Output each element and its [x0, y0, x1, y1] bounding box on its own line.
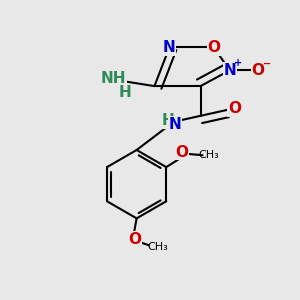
- Text: CH₃: CH₃: [147, 242, 168, 252]
- Text: NH: NH: [101, 71, 126, 86]
- Text: +: +: [234, 58, 242, 68]
- Text: −: −: [263, 59, 271, 69]
- Text: H: H: [118, 85, 131, 100]
- Text: O: O: [228, 101, 241, 116]
- Text: N: N: [169, 117, 182, 132]
- Text: O: O: [129, 232, 142, 247]
- Text: O: O: [175, 145, 188, 160]
- Text: O: O: [251, 63, 264, 78]
- Text: N: N: [223, 63, 236, 78]
- Text: H: H: [162, 113, 175, 128]
- Text: O: O: [207, 40, 220, 55]
- Text: CH₃: CH₃: [199, 150, 219, 160]
- Text: N: N: [163, 40, 176, 55]
